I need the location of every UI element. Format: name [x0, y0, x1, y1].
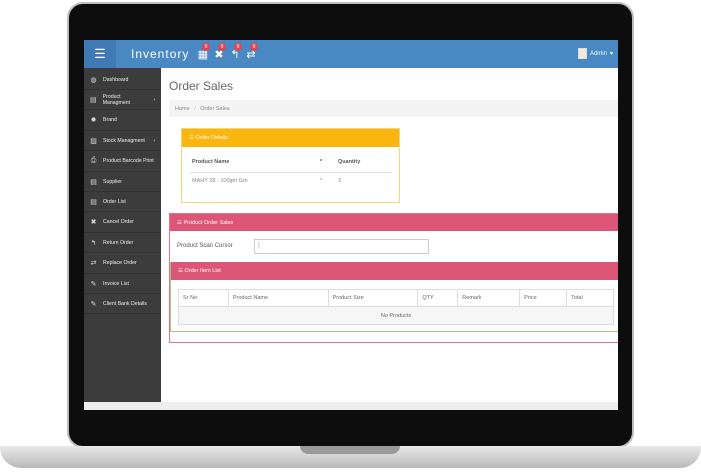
- column-header: Product Size: [327, 289, 419, 307]
- product-scan-input[interactable]: |: [254, 239, 429, 254]
- empty-message: No Products: [178, 306, 614, 325]
- column-header: Price: [519, 289, 568, 307]
- panel-title: Order Item List: [184, 268, 221, 274]
- sidebar-item-cancel-order[interactable]: ✖ Cancel Order: [84, 213, 161, 233]
- reply-icon: ↰: [90, 239, 97, 247]
- sidebar-item-dashboard[interactable]: ◍ Dashboard: [84, 70, 161, 90]
- user-menu[interactable]: Admin ▾: [577, 48, 613, 59]
- breadcrumb: Home / Order Sales: [169, 100, 618, 117]
- avatar: [577, 48, 587, 59]
- cell-product-name: MAHY 28 - 100gm Gm: [192, 178, 248, 184]
- laptop-notch: [300, 446, 400, 454]
- chevron-right-icon: ›: [153, 137, 155, 144]
- sidebar-item-label: Stock Managment: [103, 137, 145, 144]
- reply-icon-glyph: ↰: [230, 49, 240, 61]
- menu-toggle-icon[interactable]: ☰: [84, 40, 116, 68]
- breadcrumb-current: Order Sales: [200, 106, 230, 112]
- dashboard-icon: ◍: [90, 76, 97, 84]
- list-icon: ☰: [177, 219, 184, 226]
- sidebar-item-supplier[interactable]: ▤ Supplier: [84, 172, 161, 192]
- table-row: No Products: [178, 306, 614, 325]
- table-icon: ▤: [90, 178, 97, 186]
- sidebar-item-label: Client Bank Details: [103, 300, 147, 307]
- order-item-list-panel: ☰ Order Item List Sr No Product Name Produ…: [170, 262, 618, 332]
- panel-title: Product Order Sales: [183, 219, 234, 226]
- retweet-icon-glyph: ⇄: [246, 49, 256, 61]
- column-header: Total: [566, 289, 614, 307]
- column-header: Sr No: [178, 289, 229, 307]
- sidebar-item-invoice-list[interactable]: ✎ Invoice List: [84, 274, 161, 294]
- product-order-sales-header: ☰ Product Order Sales: [170, 214, 618, 231]
- retweet-icon[interactable]: ⇄ 0: [244, 43, 258, 61]
- sidebar-item-label: Supplier: [103, 178, 123, 185]
- sidebar-item-return-order[interactable]: ↰ Return Order: [84, 233, 161, 254]
- table-icon: ▤: [90, 198, 97, 206]
- sidebar-item-label: Product Managment: [102, 93, 131, 106]
- order-item-list-header: ☰ Order Item List: [171, 262, 618, 280]
- edit-icon: ✎: [90, 280, 97, 288]
- close-icon[interactable]: ✖ 0: [212, 43, 226, 61]
- sidebar-item-product-managment[interactable]: ▤ Product Managment ›: [84, 90, 161, 111]
- sidebar-item-client-bank-details[interactable]: ✎ Client Bank Details: [84, 294, 161, 315]
- user-name: Admin: [589, 50, 607, 57]
- calendar-icon[interactable]: ▦ 0: [196, 43, 210, 61]
- col-star: *: [320, 159, 323, 165]
- chevron-right-icon: ›: [153, 96, 155, 103]
- breadcrumb-home[interactable]: Home: [175, 106, 190, 112]
- sidebar-item-replace-order[interactable]: ⇄ Replace Order: [84, 254, 161, 274]
- caret-down-icon: ▾: [609, 51, 613, 57]
- sidebar: ◍ Dashboard ▤ Product Managment › ✹ Brand ▨ Stoc…: [84, 68, 161, 402]
- gear-icon: ✹: [90, 117, 97, 125]
- column-header: Remark: [457, 289, 521, 307]
- panel-title: Order Details: [195, 135, 228, 141]
- product-order-sales-panel: ☰ Product Order Sales Product Scan Curso…: [169, 213, 618, 343]
- notification-badge: 0: [202, 43, 210, 51]
- notification-badge: 0: [250, 43, 258, 51]
- col-product-name: Product Name: [192, 159, 230, 165]
- sidebar-item-order-list[interactable]: ▤ Order List: [84, 192, 161, 213]
- close-icon-glyph: ✖: [214, 49, 224, 61]
- order-details-panel: ☰ Order Details Product Name * Quantity …: [181, 128, 400, 203]
- top-navbar: ☰ Inventory ▦ 0 ✖ 0 ↰ 0 ⇄ 0 Admin ▾: [84, 40, 618, 68]
- notification-badge: 0: [234, 43, 242, 51]
- cell-star: *: [320, 178, 323, 184]
- sidebar-item-label: Product Barcode Print: [103, 158, 154, 165]
- reply-icon[interactable]: ↰ 0: [228, 43, 242, 61]
- scan-label: Product Scan Cursor: [177, 243, 233, 249]
- order-details-header-row: Product Name * Quantity: [190, 159, 392, 173]
- sidebar-item-label: Brand: [103, 117, 117, 124]
- order-items-table: Sr No Product Name Product Size QTY Remark Pr…: [178, 289, 614, 325]
- col-quantity: Quantity: [338, 159, 361, 165]
- brand-title: Inventory: [131, 47, 190, 61]
- breadcrumb-separator: /: [194, 106, 196, 112]
- product-icon: ▤: [90, 96, 97, 104]
- sidebar-item-stock-managment[interactable]: ▨ Stock Managment ›: [84, 131, 161, 152]
- sidebar-item-label: Invoice List: [103, 280, 129, 287]
- sidebar-item-label: Cancel Order: [103, 219, 134, 226]
- list-icon: ☰: [189, 135, 196, 141]
- retweet-icon: ⇄: [90, 260, 97, 268]
- sidebar-item-label: Order List: [103, 198, 126, 205]
- picture-icon: ▨: [90, 137, 97, 145]
- column-header: QTY: [417, 289, 459, 307]
- sidebar-item-brand[interactable]: ✹ Brand: [84, 111, 161, 131]
- list-icon: ☰: [178, 268, 185, 274]
- notification-badge: 0: [218, 43, 226, 51]
- sidebar-item-label: Replace Order: [103, 260, 137, 267]
- footer: [84, 402, 618, 410]
- sidebar-item-product-barcode-print[interactable]: ⎙ Product Barcode Print: [84, 152, 161, 172]
- order-details-header: ☰ Order Details: [182, 129, 399, 147]
- laptop-base: [0, 446, 701, 468]
- sidebar-item-label: Return Order: [103, 239, 134, 246]
- cell-quantity: 3: [338, 178, 342, 184]
- table-header-row: Sr No Product Name Product Size QTY Remark Pr…: [178, 289, 614, 307]
- edit-icon: ✎: [90, 300, 97, 308]
- close-icon: ✖: [90, 219, 97, 227]
- app-screen: ☰ Inventory ▦ 0 ✖ 0 ↰ 0 ⇄ 0 Admin ▾ ◍ Dashboard ▤…: [84, 40, 618, 410]
- calendar-icon-glyph: ▦: [197, 49, 209, 61]
- page-title: Order Sales: [169, 79, 234, 93]
- print-icon: ⎙: [90, 157, 97, 165]
- sidebar-item-label: Dashboard: [103, 76, 129, 83]
- column-header: Product Name: [227, 289, 329, 307]
